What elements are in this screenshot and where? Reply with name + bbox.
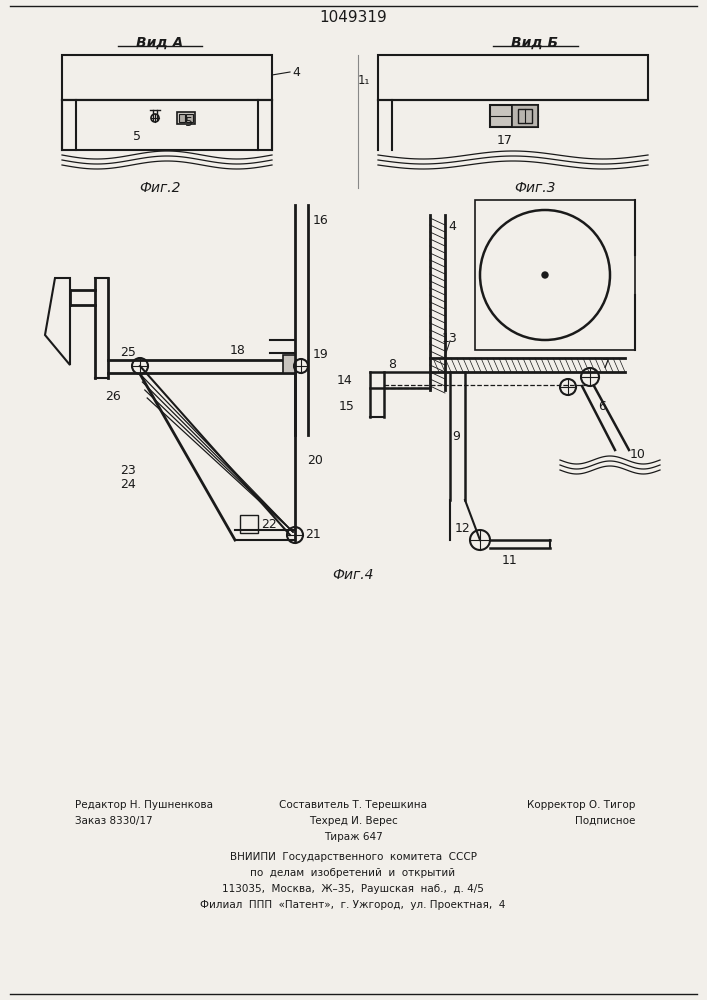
Text: 4: 4 [292, 66, 300, 79]
Text: 10: 10 [630, 448, 646, 462]
Bar [475, 200, 635, 350]
Text: 1049319: 1049319 [319, 9, 387, 24]
Text: Заказ 8330/17: Заказ 8330/17 [75, 816, 153, 826]
Text: 18: 18 [230, 344, 246, 357]
Text: 6: 6 [598, 399, 606, 412]
Text: Техред И. Верес: Техред И. Верес [309, 816, 397, 826]
Bar [518, 109, 532, 123]
Text: 21: 21 [305, 528, 321, 542]
Bar [283, 355, 295, 373]
Text: 14: 14 [337, 373, 352, 386]
Text: 26: 26 [105, 389, 121, 402]
Text: 24: 24 [120, 479, 136, 491]
Text: Фиг.3: Фиг.3 [514, 181, 556, 195]
Bar [490, 105, 538, 127]
Bar [378, 55, 648, 100]
Text: Фиг.2: Фиг.2 [139, 181, 181, 195]
Bar [512, 105, 538, 127]
Text: 15: 15 [339, 400, 355, 414]
Text: 20: 20 [307, 454, 323, 466]
Text: 113035,  Москва,  Ж–35,  Раушская  наб.,  д. 4/5: 113035, Москва, Ж–35, Раушская наб., д. … [222, 884, 484, 894]
Text: Вид Б: Вид Б [511, 36, 559, 50]
Text: 13: 13 [442, 332, 457, 344]
Text: 23: 23 [120, 464, 136, 477]
Text: 11: 11 [502, 554, 518, 566]
Text: 1₁: 1₁ [358, 74, 370, 87]
Text: 17: 17 [497, 133, 513, 146]
Text: по  делам  изобретений  и  открытий: по делам изобретений и открытий [250, 868, 455, 878]
Text: Тираж 647: Тираж 647 [324, 832, 382, 842]
Text: Вид А: Вид А [136, 36, 184, 50]
Text: 7: 7 [602, 359, 610, 371]
Text: 25: 25 [120, 346, 136, 359]
Text: 19: 19 [313, 349, 329, 361]
Text: Корректор О. Тигор: Корректор О. Тигор [527, 800, 635, 810]
Bar [177, 112, 195, 124]
Text: 5: 5 [133, 129, 141, 142]
Circle shape [542, 272, 548, 278]
Text: Фиг.4: Фиг.4 [332, 568, 374, 582]
Text: 5: 5 [185, 116, 193, 129]
Text: 4: 4 [448, 221, 456, 233]
Text: ВНИИПИ  Государственного  комитета  СССР: ВНИИПИ Государственного комитета СССР [230, 852, 477, 862]
Polygon shape [45, 278, 70, 365]
Bar [186, 114, 193, 122]
Text: Составитель Т. Терешкина: Составитель Т. Терешкина [279, 800, 427, 810]
Text: 22: 22 [261, 518, 276, 530]
Text: 12: 12 [455, 522, 471, 534]
Text: Редактор Н. Пушненкова: Редактор Н. Пушненкова [75, 800, 213, 810]
Bar [62, 100, 272, 150]
Text: 16: 16 [313, 214, 329, 227]
Text: 8: 8 [388, 358, 396, 370]
Bar [240, 515, 258, 533]
Text: Подписное: Подписное [575, 816, 635, 826]
Bar [179, 114, 185, 122]
Text: 9: 9 [452, 430, 460, 442]
Text: Филиал  ППП  «Патент»,  г. Ужгород,  ул. Проектная,  4: Филиал ППП «Патент», г. Ужгород, ул. Про… [200, 900, 506, 910]
Bar [62, 55, 272, 100]
